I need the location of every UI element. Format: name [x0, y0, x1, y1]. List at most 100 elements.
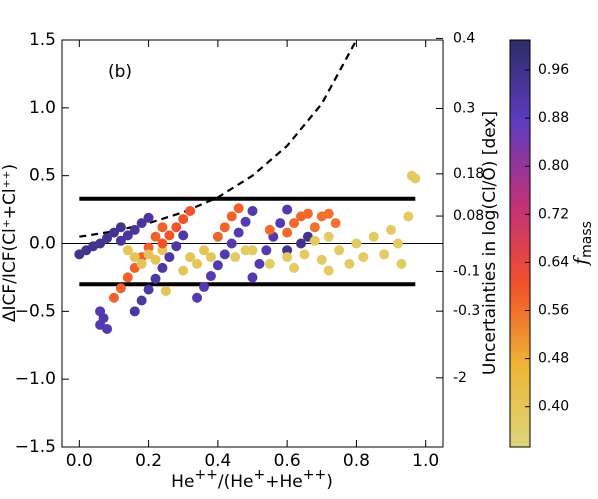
point	[334, 245, 345, 256]
colorbar-tick-label: 0.64	[538, 254, 569, 270]
point	[309, 235, 320, 246]
point	[330, 218, 341, 229]
colorbar-tick-label: 0.48	[538, 351, 569, 367]
point	[115, 283, 126, 294]
point	[396, 258, 407, 269]
point	[95, 238, 106, 249]
point	[212, 231, 223, 242]
y2-tick-label: -0.1	[453, 263, 480, 279]
colorbar-tick-label: 0.40	[538, 399, 569, 415]
point	[178, 214, 189, 225]
y2-tick-label: 0.4	[453, 30, 475, 46]
colorbar-tick-label: 0.96	[538, 62, 569, 78]
y2-tick-label: 0.18	[453, 166, 484, 182]
y2-tick-label: 0.08	[453, 208, 484, 224]
point	[219, 249, 230, 260]
point	[199, 281, 210, 292]
y2-tick-label: 0.3	[453, 100, 475, 116]
point	[150, 254, 161, 265]
point	[185, 252, 196, 263]
colorbar-label-main: f	[570, 255, 592, 267]
point	[282, 204, 293, 215]
point	[254, 258, 265, 269]
point	[368, 231, 379, 242]
point	[323, 208, 334, 219]
point	[282, 227, 293, 238]
x-tick-label: 0.4	[204, 451, 231, 471]
point	[136, 218, 147, 229]
x-tick-label: 0.2	[135, 451, 162, 471]
point	[299, 249, 310, 260]
point	[379, 249, 390, 260]
plot-area	[62, 40, 443, 334]
x-label-part: He	[171, 472, 194, 492]
point	[164, 230, 175, 241]
y-tick-label: −1.0	[15, 369, 56, 389]
point	[102, 233, 113, 244]
point	[240, 216, 251, 227]
point	[316, 254, 327, 265]
point	[192, 258, 203, 269]
point	[247, 245, 258, 256]
y-tick-label: 1.5	[29, 30, 56, 50]
point	[122, 230, 133, 241]
point	[233, 203, 244, 214]
point	[226, 211, 237, 222]
y2-axis-label: Uncertainties in log(Cl/O) [dex]	[480, 111, 500, 375]
point	[344, 258, 355, 269]
x-label-part: ++	[194, 467, 217, 483]
point	[178, 265, 189, 276]
point	[108, 292, 119, 303]
y-tick-label: −0.5	[15, 301, 56, 321]
point	[410, 173, 421, 184]
point	[192, 292, 203, 303]
point	[205, 252, 216, 263]
x-tick-label: 0.6	[274, 451, 301, 471]
point	[282, 252, 293, 263]
colorbar-tick-label: 0.56	[538, 303, 569, 319]
point	[157, 222, 168, 233]
x-label-part: +He	[265, 472, 303, 492]
point	[136, 295, 147, 306]
curve	[79, 40, 358, 238]
point	[264, 258, 275, 269]
point	[136, 258, 147, 269]
point	[226, 238, 237, 249]
y-tick-label: 0.5	[29, 166, 56, 186]
point	[160, 285, 171, 296]
point	[247, 272, 258, 283]
x-label-part: )	[326, 472, 333, 492]
y-tick-label: 1.0	[29, 98, 56, 118]
point	[102, 323, 113, 334]
point	[108, 227, 119, 238]
point	[386, 224, 397, 235]
point	[212, 260, 223, 271]
point	[295, 238, 306, 249]
point	[143, 249, 154, 260]
point	[157, 238, 168, 249]
x-tick-label: 0.0	[66, 451, 93, 471]
x-tick-label: 1.0	[412, 451, 439, 471]
x-label-part: +	[253, 467, 265, 483]
point	[171, 241, 182, 252]
x-tick-label: 0.8	[343, 451, 370, 471]
point	[240, 245, 251, 256]
y2-tick-label: -0.3	[453, 303, 480, 319]
point	[205, 271, 216, 282]
y-axis-label: ΔICF/ICF(Cl⁺+Cl⁺⁺)	[0, 164, 20, 322]
point	[247, 205, 258, 216]
point	[178, 230, 189, 241]
colorbar-label: fmass	[570, 221, 595, 267]
point	[261, 245, 272, 256]
point	[129, 224, 140, 235]
point	[185, 205, 196, 216]
point	[323, 265, 334, 276]
y2-tick-label: -2	[453, 370, 467, 386]
colorbar-label-sub: mass	[579, 221, 595, 258]
point	[115, 222, 126, 233]
point	[122, 272, 133, 283]
point	[143, 284, 154, 295]
x-axis-label: He++/(He++He++)	[171, 467, 333, 492]
point	[230, 252, 241, 263]
